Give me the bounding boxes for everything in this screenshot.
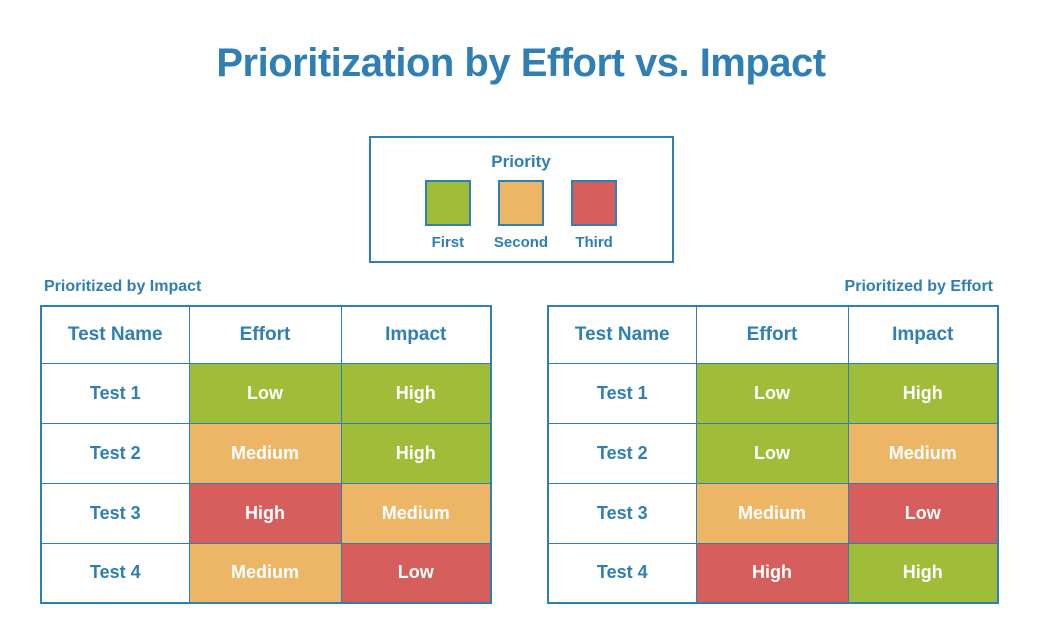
test-name-cell: Test 1	[40, 362, 190, 424]
table-row: Test 2 Medium High	[40, 422, 492, 484]
legend-label-third: Third	[575, 234, 613, 251]
col-header-impact: Impact	[847, 305, 999, 364]
legend-item-second: Second	[494, 180, 548, 251]
effort-cell: High	[188, 482, 342, 544]
effort-cell: Medium	[188, 542, 342, 604]
col-header-effort: Effort	[188, 305, 342, 364]
legend-title: Priority	[491, 152, 551, 171]
impact-cell: Medium	[340, 482, 492, 544]
impact-cell: Medium	[847, 422, 999, 484]
first-priority-swatch	[424, 180, 471, 226]
page-title: Prioritization by Effort vs. Impact	[216, 41, 826, 85]
legend-item-third: Third	[571, 180, 618, 251]
test-name-cell: Test 3	[547, 482, 697, 544]
effort-table-header-row: Test Name Effort Impact	[547, 305, 999, 364]
test-name-cell: Test 2	[40, 422, 190, 484]
effort-cell: Medium	[695, 482, 849, 544]
infographic-page: Prioritization by Effort vs. Impact Prio…	[0, 40, 1042, 629]
impact-table-caption: Prioritized by Impact	[44, 278, 202, 295]
table-row: Test 3 High Medium	[40, 482, 492, 544]
tables-section: Prioritized by Impact Test Name Effort I…	[40, 263, 999, 604]
effort-cell: Low	[695, 362, 849, 424]
table-row: Test 1 Low High	[40, 362, 492, 424]
test-name-cell: Test 4	[40, 542, 190, 604]
impact-cell: Low	[847, 482, 999, 544]
table-row: Test 1 Low High	[547, 362, 999, 424]
impact-cell: High	[847, 362, 999, 424]
impact-cell: High	[847, 542, 999, 604]
test-name-cell: Test 3	[40, 482, 190, 544]
third-priority-swatch	[571, 180, 618, 226]
effort-cell: Low	[695, 422, 849, 484]
effort-cell: Medium	[188, 422, 342, 484]
test-name-cell: Test 2	[547, 422, 697, 484]
legend-label-first: First	[431, 234, 465, 251]
impact-cell: High	[340, 422, 492, 484]
effort-cell: Low	[188, 362, 342, 424]
legend-items: First Second Third	[381, 180, 662, 251]
impact-table-section: Prioritized by Impact Test Name Effort I…	[40, 263, 492, 604]
legend-label-second: Second	[493, 234, 549, 251]
col-header-test-name: Test Name	[547, 305, 697, 364]
impact-table-header-row: Test Name Effort Impact	[40, 305, 492, 364]
test-name-cell: Test 4	[547, 542, 697, 604]
col-header-test-name: Test Name	[40, 305, 190, 364]
impact-table: Test Name Effort Impact Test 1 Low High …	[40, 305, 492, 604]
legend-item-first: First	[424, 180, 471, 251]
table-row: Test 3 Medium Low	[547, 482, 999, 544]
table-row: Test 2 Low Medium	[547, 422, 999, 484]
effort-table-section: Prioritized by Effort Test Name Effort I…	[547, 263, 999, 604]
test-name-cell: Test 1	[547, 362, 697, 424]
second-priority-swatch	[498, 180, 544, 226]
priority-legend: Priority First Second Third	[368, 136, 674, 263]
impact-cell: High	[340, 362, 492, 424]
table-row: Test 4 High High	[547, 542, 999, 604]
effort-cell: High	[695, 542, 849, 604]
effort-table: Test Name Effort Impact Test 1 Low High …	[547, 305, 999, 604]
col-header-effort: Effort	[695, 305, 849, 364]
impact-cell: Low	[340, 542, 492, 604]
effort-table-caption: Prioritized by Effort	[844, 278, 993, 295]
table-row: Test 4 Medium Low	[40, 542, 492, 604]
col-header-impact: Impact	[340, 305, 492, 364]
